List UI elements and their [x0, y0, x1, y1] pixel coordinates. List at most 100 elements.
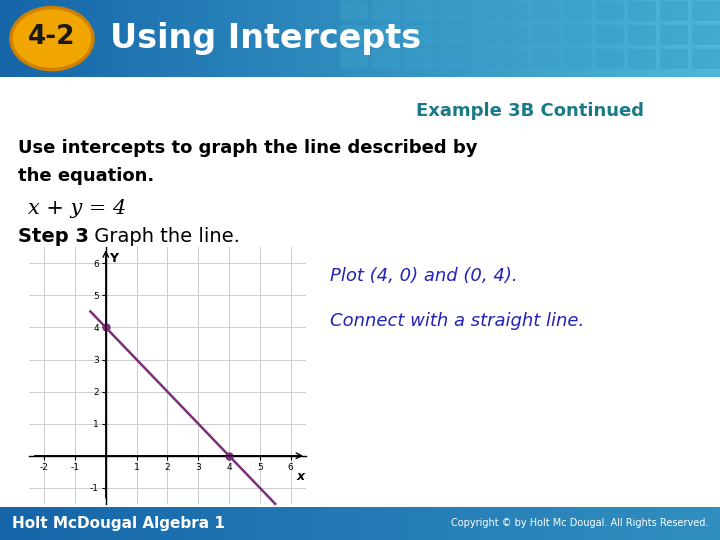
Bar	[353, 0, 361, 77]
Bar	[698, 0, 706, 77]
Text: Using Intercepts: Using Intercepts	[110, 22, 421, 55]
Bar	[94, 507, 102, 540]
Text: Plot (4, 0) and (0, 4).: Plot (4, 0) and (0, 4).	[330, 267, 518, 285]
Bar	[202, 0, 210, 77]
Bar	[230, 507, 238, 540]
FancyBboxPatch shape	[340, 1, 368, 21]
Bar	[432, 507, 440, 540]
FancyBboxPatch shape	[372, 1, 400, 21]
Bar	[648, 0, 656, 77]
Bar	[439, 0, 447, 77]
Bar	[281, 507, 289, 540]
Bar	[360, 0, 368, 77]
Bar	[194, 0, 202, 77]
Bar	[151, 0, 159, 77]
Bar	[324, 507, 332, 540]
Bar	[461, 0, 469, 77]
Bar	[72, 507, 80, 540]
FancyBboxPatch shape	[660, 25, 688, 45]
FancyBboxPatch shape	[340, 49, 368, 69]
Bar	[511, 507, 519, 540]
Bar	[7, 507, 15, 540]
FancyBboxPatch shape	[660, 49, 688, 69]
Bar	[605, 0, 613, 77]
FancyBboxPatch shape	[692, 25, 720, 45]
Bar	[50, 507, 58, 540]
Bar	[302, 507, 310, 540]
Bar	[461, 507, 469, 540]
FancyBboxPatch shape	[372, 25, 400, 45]
Bar	[590, 507, 598, 540]
Bar	[706, 0, 714, 77]
FancyBboxPatch shape	[596, 49, 624, 69]
Bar	[180, 507, 188, 540]
Bar	[86, 507, 94, 540]
Bar	[706, 507, 714, 540]
FancyBboxPatch shape	[468, 49, 496, 69]
Bar	[353, 507, 361, 540]
Bar	[554, 507, 562, 540]
Text: x: x	[297, 470, 305, 483]
Bar	[216, 507, 224, 540]
Bar	[382, 0, 390, 77]
Bar	[367, 0, 375, 77]
FancyBboxPatch shape	[468, 25, 496, 45]
Bar	[0, 507, 8, 540]
Bar	[65, 0, 73, 77]
Text: Y: Y	[109, 252, 118, 265]
Bar	[115, 0, 123, 77]
Bar	[403, 507, 411, 540]
Bar	[475, 0, 483, 77]
Bar	[540, 507, 548, 540]
Bar	[605, 507, 613, 540]
Bar	[626, 507, 634, 540]
FancyBboxPatch shape	[692, 49, 720, 69]
Bar	[288, 0, 296, 77]
Bar	[410, 0, 418, 77]
Bar	[14, 507, 22, 540]
Bar	[389, 507, 397, 540]
Bar	[662, 507, 670, 540]
Bar	[101, 0, 109, 77]
Bar	[79, 0, 87, 77]
Bar	[655, 507, 663, 540]
Bar	[173, 507, 181, 540]
FancyBboxPatch shape	[660, 1, 688, 21]
Text: Use intercepts to graph the line described by: Use intercepts to graph the line describ…	[18, 139, 477, 157]
Bar	[670, 0, 678, 77]
Text: Copyright © by Holt Mc Dougal. All Rights Reserved.: Copyright © by Holt Mc Dougal. All Right…	[451, 518, 708, 528]
Bar	[446, 507, 454, 540]
FancyBboxPatch shape	[532, 25, 560, 45]
Bar	[554, 0, 562, 77]
Bar	[454, 0, 462, 77]
Bar	[137, 0, 145, 77]
Bar	[684, 0, 692, 77]
Bar	[612, 0, 620, 77]
Bar	[288, 507, 296, 540]
Bar	[346, 0, 354, 77]
Bar	[310, 0, 318, 77]
Bar	[223, 507, 231, 540]
Text: Step 3: Step 3	[18, 227, 89, 246]
Bar	[504, 507, 512, 540]
Bar	[410, 507, 418, 540]
Bar	[43, 0, 51, 77]
Bar	[259, 507, 267, 540]
FancyBboxPatch shape	[628, 25, 656, 45]
Bar	[130, 0, 138, 77]
Bar	[36, 507, 44, 540]
Bar	[497, 507, 505, 540]
Bar	[252, 0, 260, 77]
Bar	[533, 0, 541, 77]
FancyBboxPatch shape	[564, 1, 592, 21]
Bar	[475, 507, 483, 540]
Bar	[569, 507, 577, 540]
Bar	[389, 0, 397, 77]
Bar	[302, 0, 310, 77]
Bar	[223, 0, 231, 77]
Bar	[612, 507, 620, 540]
Text: x + y = 4: x + y = 4	[28, 199, 126, 218]
FancyBboxPatch shape	[436, 1, 464, 21]
Bar	[238, 0, 246, 77]
Bar	[446, 0, 454, 77]
